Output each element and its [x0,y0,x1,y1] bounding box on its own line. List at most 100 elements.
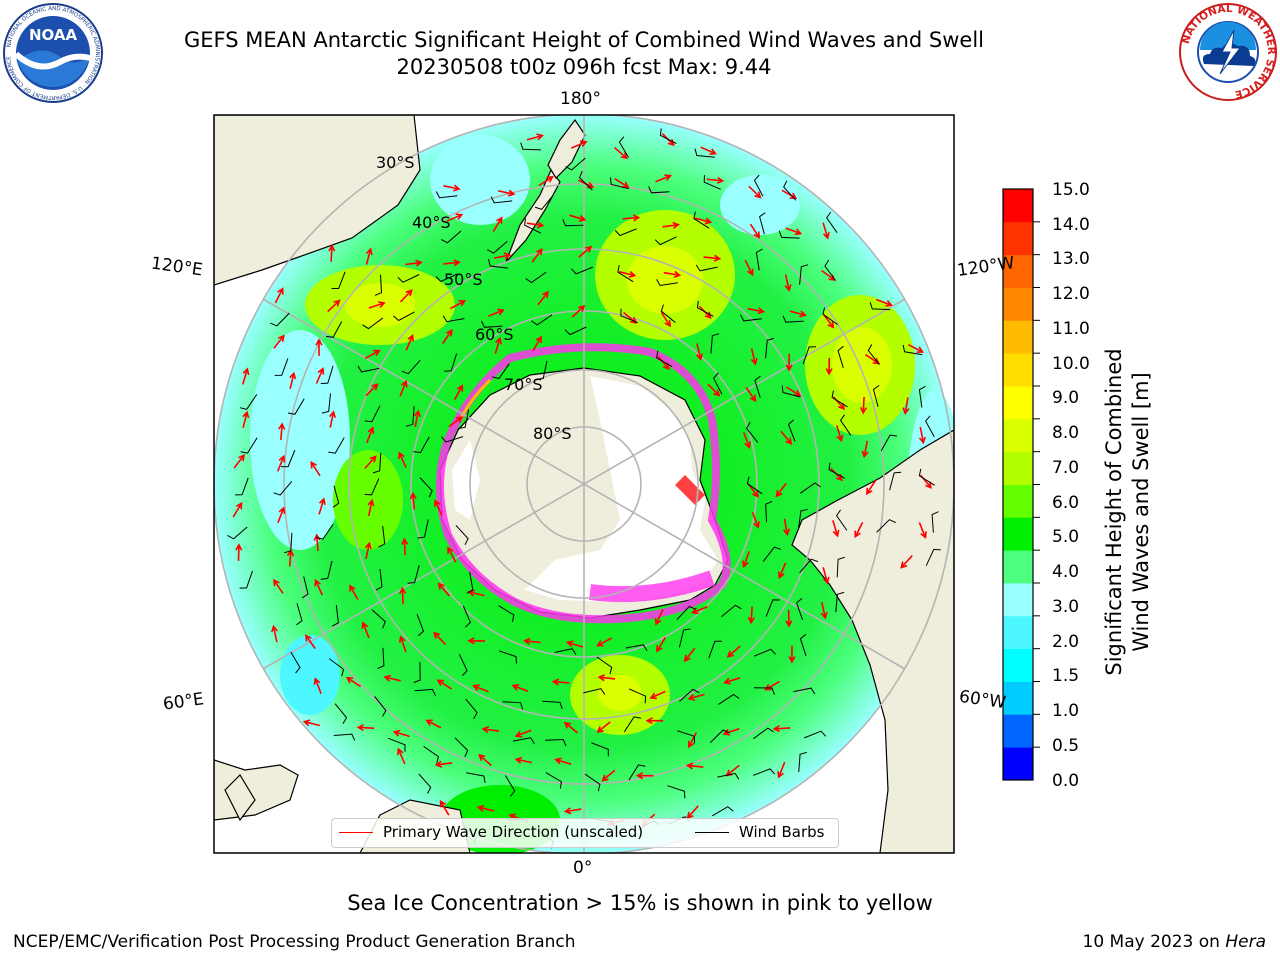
wave-direction-arrow [688,732,698,749]
wind-barb [753,687,775,695]
wave-direction-arrow [313,677,322,694]
colorbar-tick: 12.0 [1052,284,1090,304]
wind-barb [783,180,797,201]
wind-barb [331,271,346,289]
colorbar-segment [1003,648,1033,682]
wind-barb [320,365,334,385]
wave-direction-arrow [315,367,325,384]
wind-barb [880,434,898,452]
map-legend: Primary Wave Direction (unscaled) Wind B… [331,818,839,848]
wave-direction-arrow [361,621,370,639]
wave-direction-arrow [235,543,243,561]
wind-barb [502,701,524,710]
wind-barb [362,317,384,330]
wind-barb [281,449,296,468]
wind-barb [444,353,458,372]
wave-direction-arrow [478,754,492,767]
wind-barb [417,519,429,539]
wave-direction-arrow [649,690,666,700]
wave-direction-arrow [401,537,409,556]
wind-barb [283,532,293,554]
wave-direction-arrow [399,379,408,397]
wave-direction-arrow [918,522,927,539]
wind-barb [835,509,848,531]
wave-direction-arrow [399,586,407,605]
wave-direction-arrow [397,747,406,765]
wave-direction-arrow [443,259,461,267]
wind-barb [695,264,718,272]
wind-barb [799,264,809,285]
wind-barb [372,452,382,474]
colorbar-tick: 13.0 [1052,249,1090,269]
wind-barb [876,519,897,533]
wind-barb [703,175,721,190]
south-america [791,429,954,853]
wave-direction-arrow [277,506,286,524]
wind-barb [708,640,722,659]
wave-direction-arrow [304,634,316,650]
wave-direction-arrow [747,307,766,315]
wind-barb [418,773,432,794]
wave-direction-arrow [434,499,443,516]
colorbar-tick: 6.0 [1052,493,1080,513]
wind-barb [378,525,386,548]
wind-barb [678,628,691,648]
wave-direction-arrow [364,455,377,469]
wind-barb [918,385,926,408]
wave-direction-arrow [694,217,713,225]
wave-direction-arrow [318,497,326,515]
wind-barb [609,177,629,190]
wind-barb [782,315,804,323]
wave-direction-arrow [492,216,503,232]
wind-barb [458,409,470,429]
colorbar-tick: 3.0 [1052,597,1080,617]
wave-direction-arrow [618,270,637,278]
wave-direction-arrow [289,371,297,389]
wave-direction-arrow [328,244,336,262]
wind-barb [591,742,609,757]
wave-direction-arrow [399,289,413,303]
wind-barb [435,191,458,199]
wave-direction-arrow [532,335,542,352]
wave-direction-arrow [655,174,672,183]
wind-barb [778,230,800,239]
wave-direction-arrow [409,491,417,510]
colorbar-tick: 11.0 [1052,319,1090,339]
wave-direction-arrow [825,357,833,376]
wind-barb [371,609,386,629]
colorbar-segment [1003,681,1033,715]
colorbar-tick: 2.0 [1052,632,1080,652]
wind-barb [235,477,249,496]
lon-label-0: 0° [573,858,593,878]
wave-direction-arrow [918,426,926,445]
madagascar [224,774,256,822]
wave-direction-arrow [327,299,341,313]
wind-barb [364,478,380,496]
wind-barb [442,315,465,323]
wind-barb [290,651,301,674]
lat-label-30s: 30°S [376,153,415,172]
wind-barb [753,174,764,197]
wind-barb [413,436,430,454]
wave-direction-arrow [696,343,703,361]
colorbar-segment [1003,189,1033,223]
colorbar-label-line2: Wind Waves and Swell [m] [1129,372,1153,652]
wave-direction-arrow [747,606,755,625]
wind-barb [333,733,356,741]
wave-direction-arrow [656,636,667,653]
wave-direction-arrow [822,222,830,240]
wave-direction-arrow [493,252,512,260]
wave-direction-arrow [476,804,495,812]
wind-barb [931,511,939,533]
wave-direction-arrow [405,259,423,267]
lat-label-80s: 80°S [533,424,572,443]
wave-direction-arrow [784,274,792,292]
wave-direction-arrow [439,799,450,816]
wave-direction-arrow [497,189,516,197]
wind-barb [628,764,646,781]
wave-direction-arrow [596,721,611,733]
colorbar-tick: 10.0 [1052,354,1090,374]
wave-direction-arrow [364,349,381,360]
wind-barb [465,698,478,720]
production-date: 10 May 2023 on Hera [1083,932,1267,952]
